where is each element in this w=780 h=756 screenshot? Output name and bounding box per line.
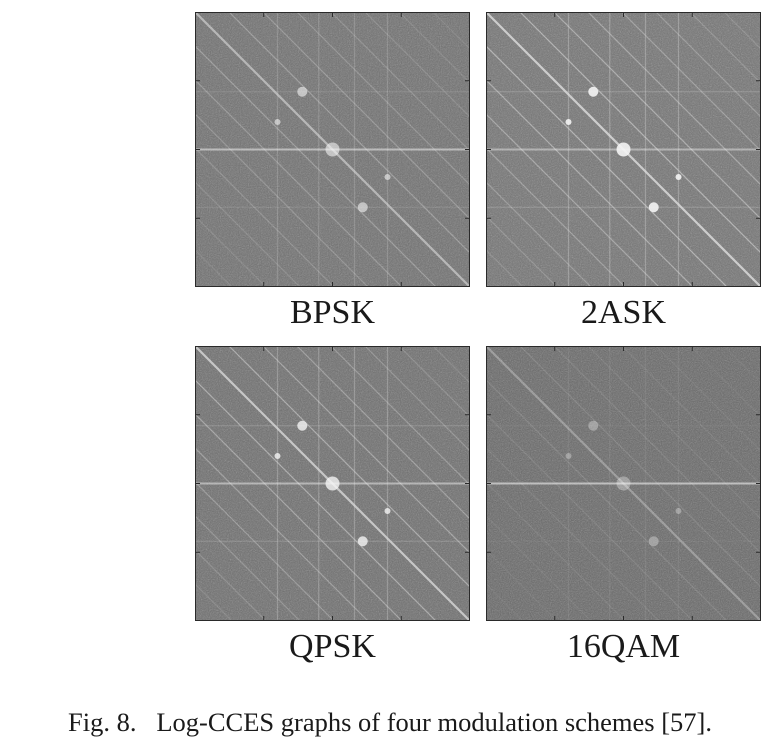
cces-graph-2ask [486, 12, 761, 287]
panel-label-qpsk: QPSK [289, 628, 376, 665]
figure-caption: Fig. 8. Log-CCES graphs of four modulati… [67, 707, 713, 737]
panel-label-2ask: 2ASK [580, 294, 667, 331]
cces-graph-bpsk [195, 12, 470, 287]
panel-label-16qam: 16QAM [566, 628, 681, 665]
cces-graph-16qam [486, 346, 761, 621]
cces-graph-qpsk [195, 346, 470, 621]
panel-label-bpsk: BPSK [289, 294, 376, 331]
